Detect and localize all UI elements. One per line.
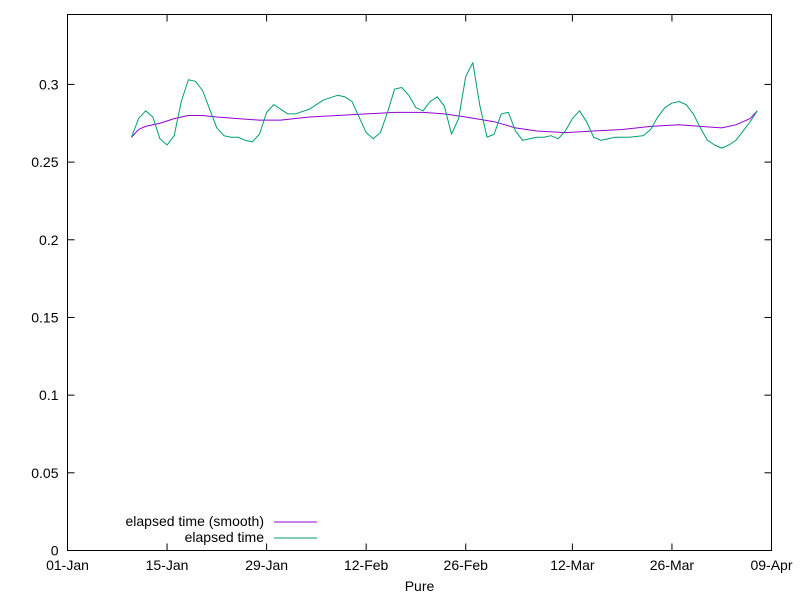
series-line-elapsed <box>131 62 758 149</box>
x-axis-label: Pure <box>405 578 435 594</box>
x-tick-label: 26-Feb <box>444 557 489 573</box>
y-tick-label: 0.3 <box>39 76 59 92</box>
y-tick-label: 0.05 <box>31 465 58 481</box>
series-line-smooth <box>131 110 758 138</box>
y-tick-label: 0.1 <box>39 387 59 403</box>
x-tick-label: 29-Jan <box>245 557 288 573</box>
legend-label-smooth: elapsed time (smooth) <box>125 513 264 529</box>
y-tick-label: 0.25 <box>31 154 58 170</box>
x-tick-label: 15-Jan <box>146 557 189 573</box>
x-tick-label: 01-Jan <box>46 557 89 573</box>
y-tick-label: 0.2 <box>39 232 59 248</box>
x-tick-label: 09-Apr <box>750 557 792 573</box>
x-tick-label: 12-Feb <box>344 557 389 573</box>
y-tick-label: 0.15 <box>31 309 58 325</box>
legend: elapsed time (smooth) elapsed time <box>125 513 317 545</box>
series-layer <box>131 62 758 149</box>
plot-frame <box>67 14 772 551</box>
legend-label-elapsed: elapsed time <box>185 529 265 545</box>
y-tick-label: 0 <box>51 543 59 559</box>
x-tick-label: 12-Mar <box>550 557 595 573</box>
x-tick-label: 26-Mar <box>650 557 695 573</box>
ticks-layer: 0 0.05 0.1 0.15 0.2 0.25 0.3 01-Jan 15-Jan 29-Jan… <box>31 14 793 573</box>
